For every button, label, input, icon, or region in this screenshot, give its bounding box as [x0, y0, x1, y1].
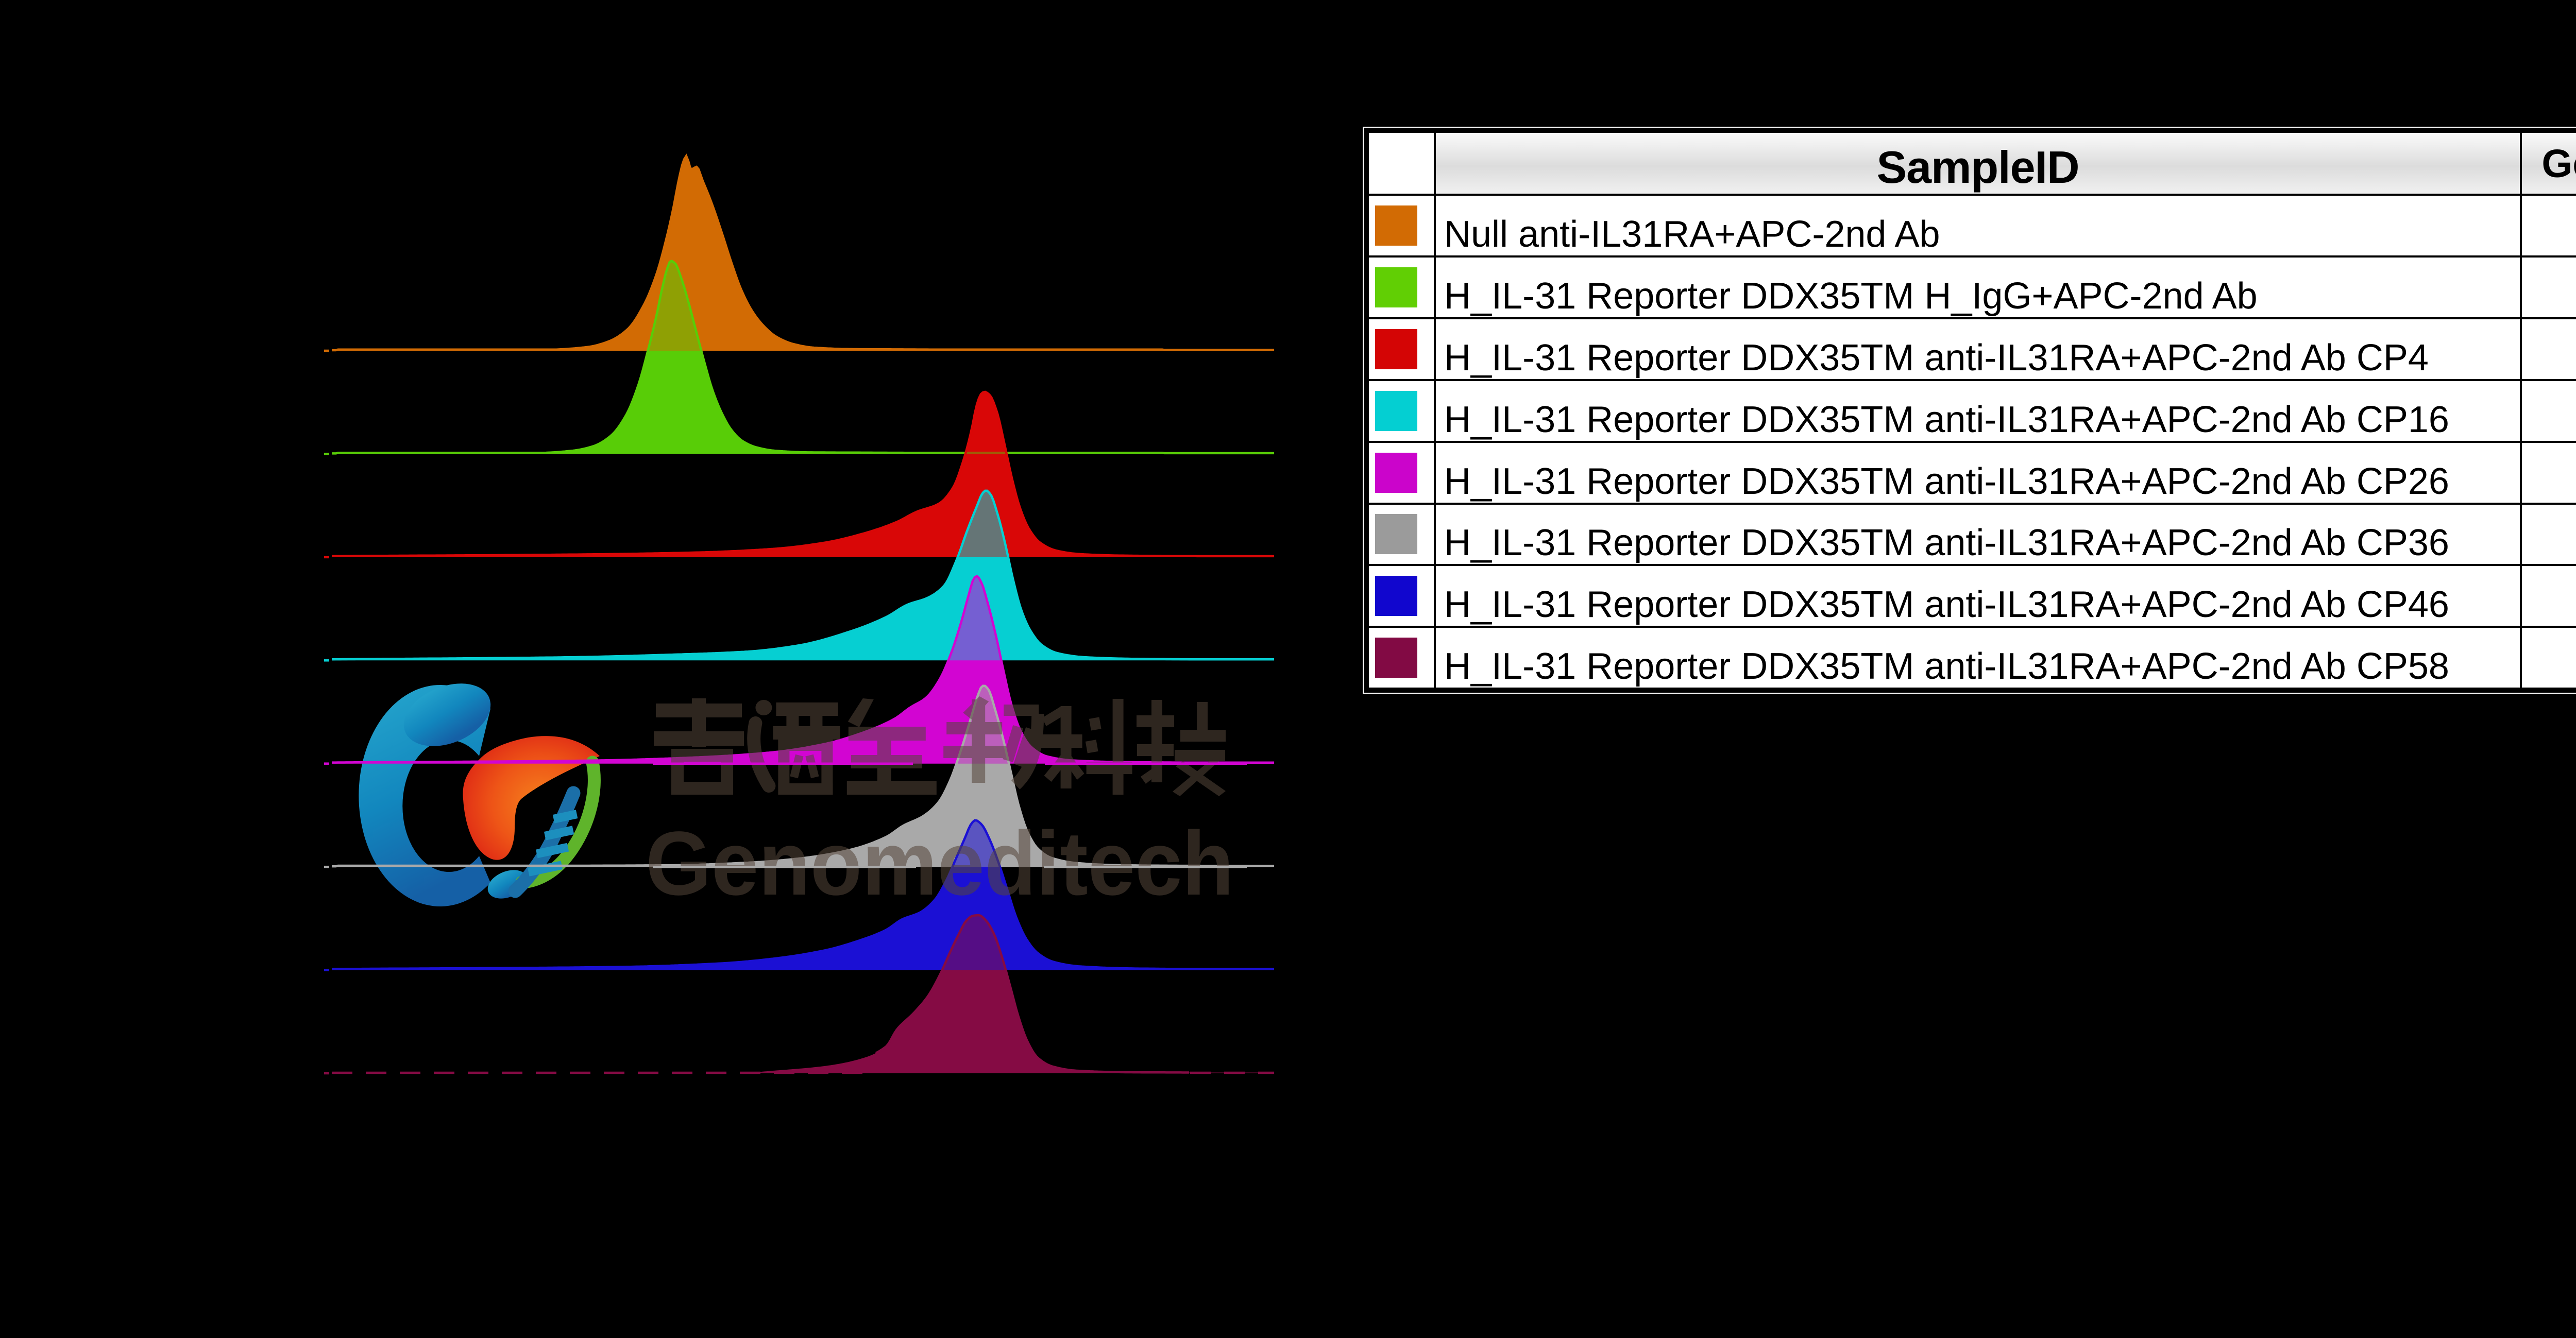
svg-text:Genomeditech: Genomeditech — [646, 813, 1234, 914]
